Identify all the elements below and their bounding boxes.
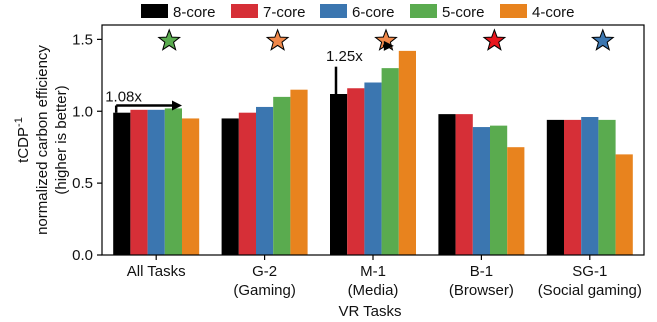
- bar-5-core-All Tasks: [164, 108, 182, 256]
- y-axis-title-line-2: normalized carbon efficiency: [34, 45, 51, 235]
- bar-7-core-B-1: [455, 114, 473, 255]
- bar-5-core-M-1: [381, 68, 399, 256]
- legend-swatch: [141, 4, 168, 18]
- x-axis-title: VR Tasks: [338, 303, 401, 320]
- bar-8-core-SG-1: [546, 119, 564, 255]
- bar-8-core-G-2: [221, 118, 239, 255]
- legend-swatch: [320, 4, 347, 18]
- y-tick-label: 0.0: [72, 247, 93, 264]
- bar-6-core-SG-1: [581, 117, 599, 255]
- star-marker: [590, 28, 615, 51]
- x-tick-sublabel: (Social gaming): [538, 282, 642, 299]
- y-tick-label: 1.5: [72, 31, 93, 48]
- bar-5-core-B-1: [490, 125, 508, 256]
- bar-7-core-M-1: [347, 88, 365, 255]
- bar-8-core-All Tasks: [113, 112, 131, 255]
- bar-5-core-G-2: [273, 96, 291, 256]
- x-tick-sublabel: (Media): [348, 282, 399, 299]
- legend-item-8-core: 8-core: [141, 4, 216, 21]
- bar-4-core-G-2: [290, 89, 308, 255]
- x-tick-sublabel: (Browser): [449, 282, 514, 299]
- legend-label: 7-core: [263, 4, 306, 21]
- x-tick-sublabel: (Gaming): [233, 282, 296, 299]
- bar-7-core-G-2: [238, 112, 256, 255]
- x-tick-label: G-2: [252, 263, 277, 280]
- bar-8-core-B-1: [438, 114, 456, 255]
- annotation-label: 1.08x: [105, 89, 142, 106]
- legend-item-7-core: 7-core: [231, 4, 306, 21]
- y-axis: 0.0 0.5 1.0 1.5 tCDP-1 normalized carbon effi…: [13, 31, 102, 264]
- annotation-arrow-head: [383, 40, 394, 51]
- y-axis-title-superscript: -1: [13, 117, 25, 127]
- bar-4-core-M-1: [398, 50, 416, 256]
- x-tick-label: B-1: [470, 263, 493, 280]
- annotation-arrow-head: [172, 100, 182, 111]
- x-axis: All Tasks G-2 (Gaming) M-1 (Media) B-1 (Browse…: [127, 255, 642, 299]
- bar-6-core-All Tasks: [147, 109, 165, 255]
- legend-item-6-core: 6-core: [320, 4, 395, 21]
- bar-5-core-SG-1: [598, 119, 616, 255]
- annotations: 1.08x 1.25x: [105, 28, 615, 113]
- y-axis-title-line-3: (higher is better): [53, 85, 70, 194]
- legend-label: 4-core: [532, 4, 575, 21]
- legend-label: 8-core: [173, 4, 216, 21]
- x-tick-label: All Tasks: [127, 263, 186, 280]
- annotation-label: 1.25x: [326, 48, 363, 65]
- bar-8-core-M-1: [330, 94, 348, 255]
- bar-6-core-B-1: [472, 127, 490, 255]
- star-marker: [157, 28, 182, 51]
- legend-label: 5-core: [442, 4, 485, 21]
- bar-4-core-All Tasks: [182, 118, 200, 255]
- legend: 8-core 7-core 6-core 5-core 4-core: [141, 4, 575, 21]
- legend-swatch: [410, 4, 437, 18]
- star-marker: [482, 28, 507, 51]
- star-marker: [265, 28, 290, 51]
- legend-swatch: [500, 4, 527, 18]
- bar-7-core-SG-1: [564, 119, 582, 255]
- bar-4-core-SG-1: [615, 154, 633, 256]
- bar-7-core-All Tasks: [130, 109, 148, 255]
- x-tick-label: SG-1: [572, 263, 607, 280]
- y-axis-title-line-1: tCDP-1: [13, 117, 32, 163]
- y-tick-label: 0.5: [72, 175, 93, 192]
- legend-swatch: [231, 4, 258, 18]
- bar-6-core-M-1: [364, 82, 382, 255]
- bar-6-core-G-2: [256, 106, 274, 255]
- legend-item-4-core: 4-core: [500, 4, 575, 21]
- x-tick-label: M-1: [360, 263, 386, 280]
- legend-label: 6-core: [352, 4, 395, 21]
- plot-area: [101, 24, 645, 256]
- bar-4-core-B-1: [507, 147, 525, 255]
- y-tick-label: 1.0: [72, 103, 93, 120]
- legend-item-5-core: 5-core: [410, 4, 485, 21]
